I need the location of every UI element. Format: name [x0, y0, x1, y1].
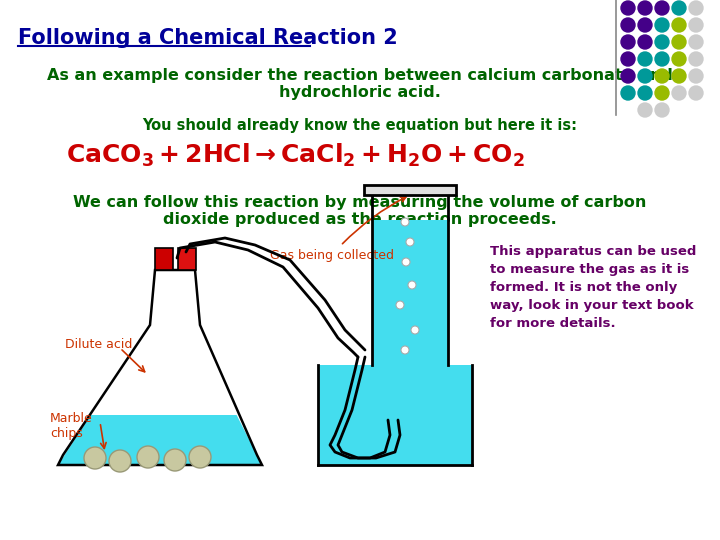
Circle shape: [672, 52, 686, 66]
Circle shape: [638, 52, 652, 66]
Circle shape: [621, 52, 635, 66]
Circle shape: [672, 69, 686, 83]
Circle shape: [408, 281, 416, 289]
Text: You should already know the equation but here it is:: You should already know the equation but…: [143, 118, 577, 133]
Text: This apparatus can be used
to measure the gas as it is
formed. It is not the onl: This apparatus can be used to measure th…: [490, 245, 696, 330]
Circle shape: [137, 446, 159, 468]
Text: Following a Chemical Reaction 2: Following a Chemical Reaction 2: [18, 28, 397, 48]
Circle shape: [621, 86, 635, 100]
Circle shape: [655, 52, 669, 66]
Circle shape: [689, 52, 703, 66]
Text: We can follow this reaction by measuring the volume of carbon
dioxide produced a: We can follow this reaction by measuring…: [73, 195, 647, 227]
Circle shape: [672, 18, 686, 32]
Circle shape: [672, 86, 686, 100]
Circle shape: [621, 35, 635, 49]
Text: $\mathbf{CaCO_3 + 2HCl \rightarrow CaCl_2 + H_2O + CO_2}$: $\mathbf{CaCO_3 + 2HCl \rightarrow CaCl_…: [66, 141, 524, 168]
Text: As an example consider the reaction between calcium carbonate and
hydrochloric a: As an example consider the reaction betw…: [47, 68, 673, 100]
Circle shape: [402, 258, 410, 266]
Circle shape: [84, 447, 106, 469]
Circle shape: [411, 326, 419, 334]
Circle shape: [689, 1, 703, 15]
Circle shape: [672, 35, 686, 49]
Polygon shape: [372, 220, 448, 365]
Circle shape: [621, 18, 635, 32]
Circle shape: [655, 103, 669, 117]
Circle shape: [638, 69, 652, 83]
Circle shape: [655, 1, 669, 15]
Circle shape: [638, 103, 652, 117]
Circle shape: [638, 1, 652, 15]
Circle shape: [689, 35, 703, 49]
Circle shape: [621, 1, 635, 15]
Circle shape: [621, 69, 635, 83]
Circle shape: [109, 450, 131, 472]
Circle shape: [401, 218, 409, 226]
Circle shape: [689, 69, 703, 83]
Circle shape: [689, 86, 703, 100]
Polygon shape: [364, 185, 456, 195]
Circle shape: [396, 301, 404, 309]
Polygon shape: [318, 365, 472, 465]
Text: Dilute acid: Dilute acid: [65, 339, 132, 352]
Text: Marble
chips: Marble chips: [50, 412, 93, 440]
Text: Gas being collected: Gas being collected: [270, 197, 406, 261]
Circle shape: [638, 35, 652, 49]
Circle shape: [164, 449, 186, 471]
FancyBboxPatch shape: [155, 248, 173, 270]
Circle shape: [655, 69, 669, 83]
Circle shape: [401, 346, 409, 354]
Circle shape: [655, 35, 669, 49]
Polygon shape: [58, 415, 262, 465]
Circle shape: [406, 238, 414, 246]
Circle shape: [672, 1, 686, 15]
Circle shape: [689, 18, 703, 32]
Circle shape: [189, 446, 211, 468]
Circle shape: [638, 86, 652, 100]
Circle shape: [655, 86, 669, 100]
FancyBboxPatch shape: [178, 248, 196, 270]
Circle shape: [655, 18, 669, 32]
Circle shape: [638, 18, 652, 32]
